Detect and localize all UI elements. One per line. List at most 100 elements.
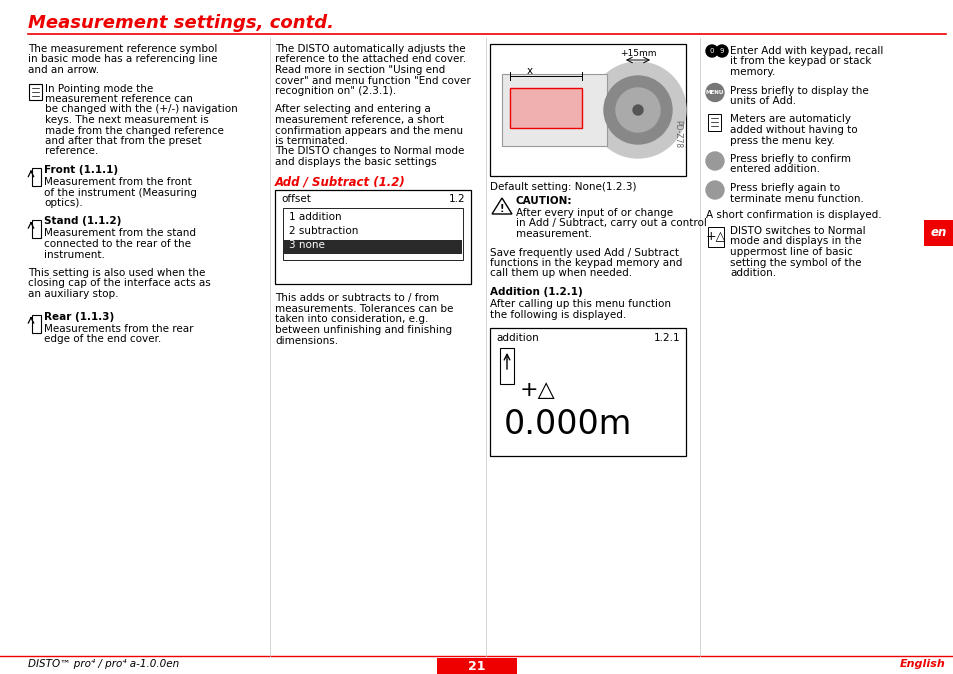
Text: 9: 9 — [719, 48, 723, 54]
Bar — [32, 315, 41, 332]
Bar — [707, 113, 720, 131]
Text: MENU: MENU — [705, 90, 723, 95]
Text: Read more in section "Using end: Read more in section "Using end — [274, 65, 445, 75]
Text: Add / Subtract (1.2): Add / Subtract (1.2) — [274, 175, 405, 189]
Text: Measurement from the front: Measurement from the front — [44, 177, 192, 187]
Text: between unfinishing and finishing: between unfinishing and finishing — [274, 325, 452, 335]
Text: Measurement settings, contd.: Measurement settings, contd. — [28, 14, 334, 32]
Bar — [510, 88, 581, 128]
Text: of the instrument (Measuring: of the instrument (Measuring — [44, 187, 196, 197]
Text: and an arrow.: and an arrow. — [28, 65, 99, 75]
Text: terminate menu function.: terminate menu function. — [729, 193, 863, 204]
Text: in Add / Subtract, carry out a control: in Add / Subtract, carry out a control — [516, 218, 706, 228]
Circle shape — [705, 181, 723, 199]
Text: connected to the rear of the: connected to the rear of the — [44, 239, 191, 249]
Bar — [274, 189, 471, 284]
Circle shape — [705, 152, 723, 170]
Text: After every input of or change: After every input of or change — [516, 208, 673, 218]
Text: taken into consideration, e.g.: taken into consideration, e.g. — [274, 315, 428, 324]
Bar — [490, 328, 685, 456]
Text: 1.2.1: 1.2.1 — [653, 333, 679, 343]
Text: Front (1.1.1): Front (1.1.1) — [44, 165, 118, 175]
Text: +15mm: +15mm — [619, 49, 656, 58]
Text: addition.: addition. — [729, 268, 776, 278]
Text: closing cap of the interface acts as: closing cap of the interface acts as — [28, 278, 211, 288]
Text: setting the symbol of the: setting the symbol of the — [729, 257, 861, 268]
Text: 21: 21 — [468, 659, 485, 673]
Text: call them up when needed.: call them up when needed. — [490, 268, 632, 278]
Circle shape — [616, 88, 659, 132]
Bar — [284, 239, 461, 253]
Circle shape — [633, 105, 642, 115]
Text: DISTO switches to Normal: DISTO switches to Normal — [729, 226, 864, 236]
Text: added without having to: added without having to — [729, 125, 857, 135]
Text: 1.2: 1.2 — [448, 195, 464, 204]
Bar — [707, 227, 723, 247]
Circle shape — [589, 62, 685, 158]
Text: A short confirmation is displayed.: A short confirmation is displayed. — [705, 210, 881, 220]
Text: reference.: reference. — [45, 146, 98, 156]
Text: Default setting: None(1.2.3): Default setting: None(1.2.3) — [490, 182, 636, 192]
Text: 0.000m: 0.000m — [503, 408, 632, 441]
Text: it from the keypad or stack: it from the keypad or stack — [729, 57, 870, 67]
Text: After selecting and entering a: After selecting and entering a — [274, 104, 431, 115]
Text: Press briefly to display the: Press briefly to display the — [729, 86, 868, 96]
Text: functions in the keypad memory and: functions in the keypad memory and — [490, 258, 681, 268]
Bar — [923, 220, 953, 246]
Text: Measurements from the rear: Measurements from the rear — [44, 324, 193, 334]
Text: Stand (1.1.2): Stand (1.1.2) — [44, 216, 121, 226]
Text: Press briefly to confirm: Press briefly to confirm — [729, 154, 850, 164]
Bar — [29, 84, 42, 100]
Polygon shape — [492, 198, 512, 214]
Circle shape — [705, 45, 718, 57]
Text: !: ! — [499, 204, 504, 214]
Text: x: x — [526, 66, 533, 76]
Text: DISTO™ pro⁴ / pro⁴ a-1.0.0en: DISTO™ pro⁴ / pro⁴ a-1.0.0en — [28, 659, 179, 669]
Text: The DISTO changes to Normal mode: The DISTO changes to Normal mode — [274, 146, 464, 156]
Bar — [510, 88, 581, 128]
Text: units of Add.: units of Add. — [729, 96, 796, 106]
Circle shape — [716, 45, 727, 57]
Bar — [499, 348, 514, 384]
Text: and after that from the preset: and after that from the preset — [45, 136, 201, 146]
Text: edge of the end cover.: edge of the end cover. — [44, 334, 161, 344]
Text: +△: +△ — [519, 380, 556, 400]
Bar — [283, 208, 462, 259]
Text: The measurement reference symbol: The measurement reference symbol — [28, 44, 217, 54]
Text: In Pointing mode the: In Pointing mode the — [45, 84, 153, 94]
Text: reference to the attached end cover.: reference to the attached end cover. — [274, 55, 466, 65]
Text: and displays the basic settings: and displays the basic settings — [274, 157, 436, 167]
Text: uppermost line of basic: uppermost line of basic — [729, 247, 852, 257]
Text: the following is displayed.: the following is displayed. — [490, 309, 625, 319]
Bar — [436, 658, 517, 674]
Text: memory.: memory. — [729, 67, 775, 77]
Text: CAUTION:: CAUTION: — [516, 196, 572, 206]
Text: made from the changed reference: made from the changed reference — [45, 125, 224, 135]
Text: After calling up this menu function: After calling up this menu function — [490, 299, 670, 309]
Text: measurements. Tolerances can be: measurements. Tolerances can be — [274, 304, 453, 314]
Bar — [32, 220, 41, 237]
Text: dimensions.: dimensions. — [274, 336, 337, 346]
Text: cover" and menu function "End cover: cover" and menu function "End cover — [274, 75, 470, 86]
Text: Save frequently used Add / Subtract: Save frequently used Add / Subtract — [490, 247, 679, 257]
Text: entered addition.: entered addition. — [729, 164, 820, 175]
Text: keys. The next measurement is: keys. The next measurement is — [45, 115, 209, 125]
Text: Enter Add with keypad, recall: Enter Add with keypad, recall — [729, 46, 882, 56]
Text: mode and displays in the: mode and displays in the — [729, 237, 861, 247]
Text: instrument.: instrument. — [44, 249, 105, 259]
Bar — [501, 74, 606, 146]
Text: The DISTO automatically adjusts the: The DISTO automatically adjusts the — [274, 44, 465, 54]
Text: 1 addition: 1 addition — [289, 212, 341, 222]
Text: This setting is also used when the: This setting is also used when the — [28, 268, 205, 278]
Text: an auxiliary stop.: an auxiliary stop. — [28, 289, 118, 299]
Text: en: en — [930, 226, 946, 239]
Text: Measurement from the stand: Measurement from the stand — [44, 228, 195, 239]
Text: is terminated.: is terminated. — [274, 136, 348, 146]
Circle shape — [603, 76, 671, 144]
Text: measurement reference can: measurement reference can — [45, 94, 193, 104]
Bar — [32, 168, 41, 186]
Text: This adds or subtracts to / from: This adds or subtracts to / from — [274, 293, 438, 303]
Bar — [490, 44, 685, 176]
Text: offset: offset — [281, 195, 311, 204]
Text: Rear (1.1.3): Rear (1.1.3) — [44, 311, 114, 321]
